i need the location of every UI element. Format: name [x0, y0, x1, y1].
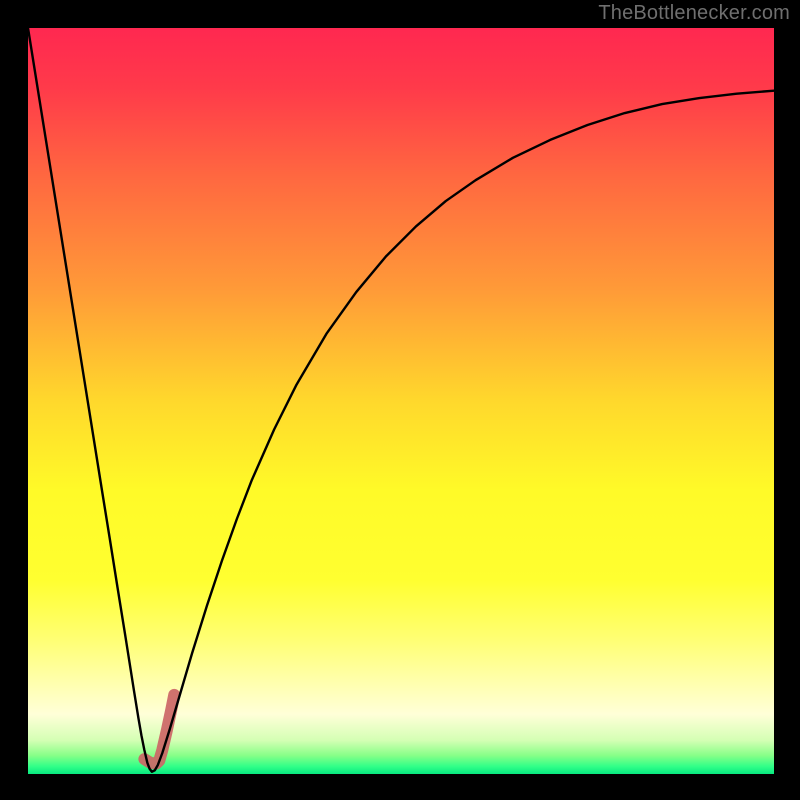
chart-canvas: TheBottlenecker.com: [0, 0, 800, 800]
chart-svg: [28, 28, 774, 774]
plot-background: [28, 28, 774, 774]
watermark-label: TheBottlenecker.com: [598, 2, 790, 25]
plot-area: [28, 28, 774, 774]
